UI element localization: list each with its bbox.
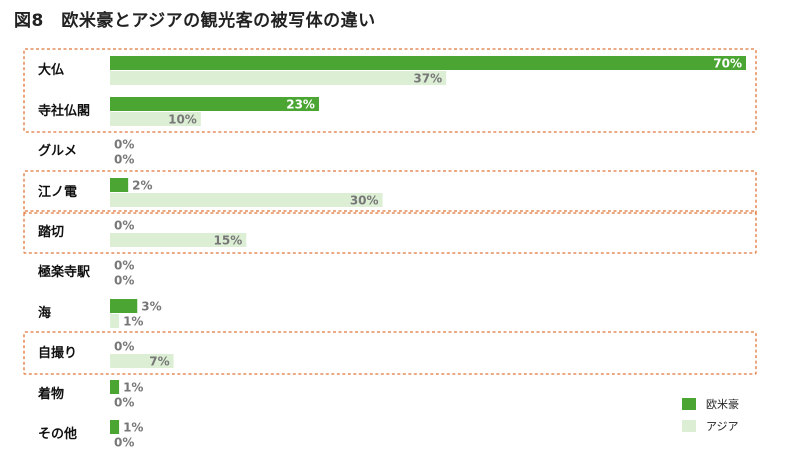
category-label: その他 xyxy=(38,426,77,442)
bar-western xyxy=(110,380,120,394)
highlight-box xyxy=(23,331,757,375)
category-label: 海 xyxy=(38,305,51,321)
chart-title: 図8 欧米豪とアジアの観光客の被写体の違い xyxy=(14,11,376,31)
legend-swatch xyxy=(682,420,696,432)
bar-western xyxy=(110,178,129,192)
value-label: 0% xyxy=(114,259,134,273)
value-label: 3% xyxy=(141,300,161,314)
highlight-box xyxy=(23,170,757,214)
bar-asia xyxy=(110,193,383,207)
legend-label: アジア xyxy=(706,420,739,433)
value-label: 0% xyxy=(114,340,134,354)
value-label: 7% xyxy=(149,355,169,369)
value-label: 2% xyxy=(132,179,152,193)
bar-western xyxy=(110,420,120,434)
value-label: 23% xyxy=(286,98,315,112)
bar-western xyxy=(110,299,138,313)
highlight-box xyxy=(23,210,757,254)
value-label: 10% xyxy=(168,113,197,127)
value-label: 37% xyxy=(413,72,442,86)
bar-asia xyxy=(110,71,447,85)
bar-asia xyxy=(110,112,201,126)
highlight-box xyxy=(23,48,757,133)
value-label: 0% xyxy=(114,274,134,288)
legend-label: 欧米豪 xyxy=(706,397,739,411)
value-label: 0% xyxy=(114,153,134,167)
value-label: 1% xyxy=(123,421,143,435)
category-label: 大仏 xyxy=(38,62,64,78)
category-label: 寺社仏閣 xyxy=(38,103,90,119)
bar-asia xyxy=(110,354,174,368)
value-label: 15% xyxy=(214,234,243,248)
value-label: 0% xyxy=(114,138,134,152)
value-label: 0% xyxy=(114,219,134,233)
bar-asia xyxy=(110,233,247,247)
bar-western xyxy=(110,56,746,70)
value-label: 30% xyxy=(350,194,379,208)
value-label: 1% xyxy=(123,381,143,395)
category-label: 自撮り xyxy=(38,345,77,361)
value-label: 1% xyxy=(123,315,143,329)
bar-asia xyxy=(110,314,120,328)
category-label: 江ノ電 xyxy=(38,184,77,200)
bar-western xyxy=(110,97,319,111)
category-label: 着物 xyxy=(37,386,64,402)
category-label: グルメ xyxy=(38,143,77,159)
value-label: 0% xyxy=(114,436,134,450)
category-label: 踏切 xyxy=(38,224,64,240)
value-label: 0% xyxy=(114,396,134,410)
legend-swatch xyxy=(682,398,696,410)
category-label: 極楽寺駅 xyxy=(37,264,91,280)
value-label: 70% xyxy=(713,57,742,71)
